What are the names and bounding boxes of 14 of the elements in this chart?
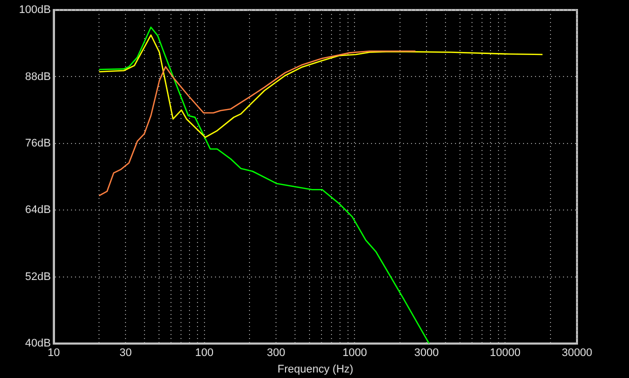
x-tick-label: 3000 xyxy=(414,347,439,360)
x-tick-label: 1000 xyxy=(342,347,367,360)
x-tick-label: 30000 xyxy=(562,347,592,360)
y-tick-label: 88dB xyxy=(25,70,51,83)
y-tick-label: 64dB xyxy=(25,204,51,216)
y-tick-label: 76dB xyxy=(25,137,51,150)
x-tick-label: 10000 xyxy=(490,347,521,360)
y-tick-label: 100dB xyxy=(18,4,51,16)
x-tick-label: 100 xyxy=(195,347,214,360)
x-axis-title: Frequency (Hz) xyxy=(278,363,354,376)
x-tick-label: 30 xyxy=(119,347,132,360)
x-tick-label: 300 xyxy=(266,347,286,360)
y-tick-label: 52dB xyxy=(25,270,51,283)
x-tick-label: 10 xyxy=(48,347,60,360)
